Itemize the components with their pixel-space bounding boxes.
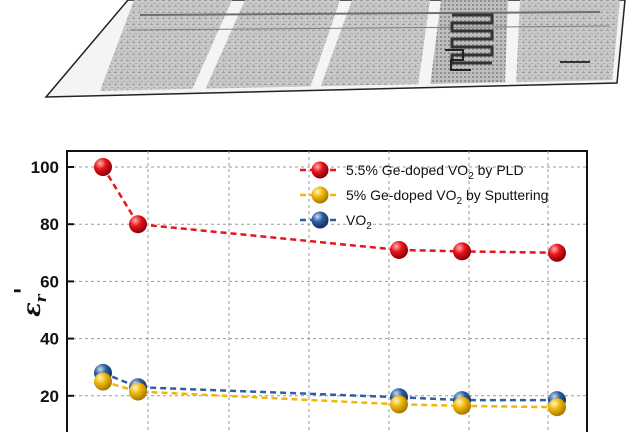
series-line — [101, 166, 558, 255]
data-point — [548, 243, 566, 262]
data-point — [94, 372, 112, 391]
y-tick-label: 40 — [40, 330, 59, 349]
legend-marker — [311, 161, 329, 179]
y-tick-label: 100 — [31, 158, 59, 177]
series-line — [102, 380, 558, 409]
legend-label: 5% Ge-doped VO2 by Sputtering — [346, 187, 548, 207]
legend: 5.5% Ge-doped VO2 by PLD 5% Ge-doped VO2 … — [300, 161, 548, 232]
device-image — [44, 0, 626, 98]
y-tick-label: 20 — [40, 387, 59, 406]
data-point — [129, 215, 147, 234]
y-axis: 20 40 60 80 100 — [31, 158, 74, 406]
device-panel — [205, 0, 340, 90]
device-panel — [516, 0, 620, 84]
data-point — [390, 395, 408, 414]
permittivity-chart: 20 40 60 80 100 εr' 5.5% Ge-doped VO2 by PLD… — [9, 150, 588, 432]
series-lines — [101, 166, 558, 409]
data-point — [94, 158, 112, 176]
series-line — [102, 371, 557, 402]
data-point — [129, 382, 147, 401]
device-panel — [100, 0, 232, 91]
legend-marker — [311, 211, 329, 229]
legend-label: 5.5% Ge-doped VO2 by PLD — [346, 162, 524, 182]
legend-marker — [311, 186, 329, 204]
series-points — [94, 158, 566, 417]
y-tick-label: 80 — [40, 215, 59, 234]
data-point — [453, 242, 471, 261]
data-point — [548, 398, 566, 417]
y-tick-label: 60 — [40, 272, 59, 291]
device-panel — [320, 0, 430, 88]
y-axis-label: εr' — [9, 287, 50, 317]
data-point — [390, 240, 408, 259]
data-point — [453, 396, 471, 415]
legend-label: VO2 — [346, 212, 372, 232]
